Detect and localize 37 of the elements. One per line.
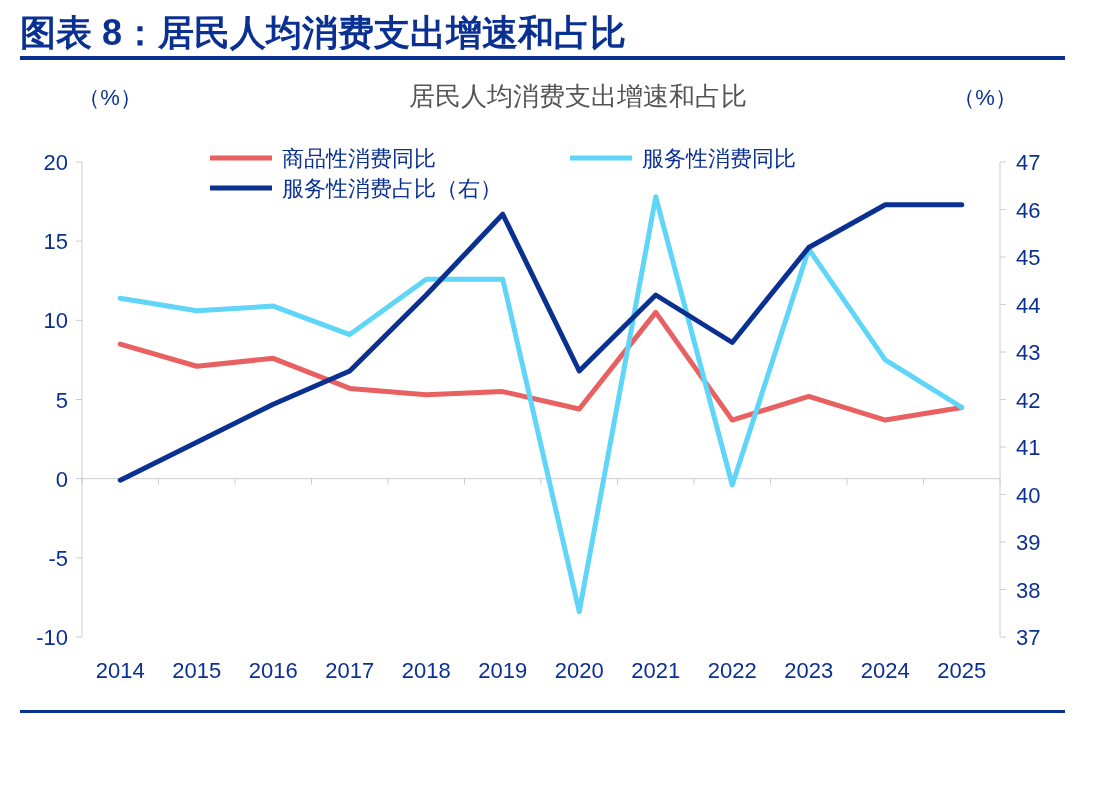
legend-label: 服务性消费同比 xyxy=(642,146,796,171)
y2-tick-label: 44 xyxy=(1016,292,1041,318)
chart-subtitle: 居民人均消费支出增速和占比 xyxy=(409,81,747,111)
x-tick-label: 2016 xyxy=(248,658,298,683)
y2-tick-label: 38 xyxy=(1016,577,1041,603)
legend-label: 商品性消费同比 xyxy=(282,146,436,171)
y-tick-label: 20 xyxy=(43,150,68,175)
x-tick-label: 2014 xyxy=(95,658,145,683)
x-tick-label: 2018 xyxy=(401,658,451,683)
x-tick-label: 2024 xyxy=(860,658,910,683)
y2-tick-label: 40 xyxy=(1016,482,1041,508)
y-tick-label: -10 xyxy=(36,625,68,650)
y-tick-label: 15 xyxy=(43,229,68,255)
y2-tick-label: 46 xyxy=(1016,197,1041,223)
x-tick-label: 2023 xyxy=(784,658,834,683)
y-tick-label: -5 xyxy=(48,545,68,571)
x-tick-label: 2025 xyxy=(937,658,987,683)
y-tick-label: 5 xyxy=(55,387,68,413)
y2-tick-label: 42 xyxy=(1016,387,1041,413)
y2-tick-label: 47 xyxy=(1016,150,1041,175)
x-tick-label: 2022 xyxy=(707,658,757,683)
chart-title: 图表 8：居民人均消费支出增速和占比 xyxy=(20,12,627,53)
x-tick-label: 2017 xyxy=(325,658,375,683)
x-tick-label: 2020 xyxy=(554,658,604,683)
y2-tick-label: 43 xyxy=(1016,340,1041,365)
y-axis-title: （%） xyxy=(78,85,142,110)
x-tick-label: 2015 xyxy=(172,658,222,683)
x-tick-label: 2021 xyxy=(631,658,681,683)
y2-tick-label: 41 xyxy=(1016,435,1041,460)
y-tick-label: 10 xyxy=(43,308,68,334)
x-tick-label: 2019 xyxy=(478,658,528,683)
y-tick-label: 0 xyxy=(55,466,68,492)
y2-axis-title: （%） xyxy=(953,85,1017,110)
y2-tick-label: 39 xyxy=(1016,530,1041,555)
legend-label: 服务性消费占比（右） xyxy=(282,176,502,201)
y2-tick-label: 37 xyxy=(1016,625,1041,650)
y2-tick-label: 45 xyxy=(1016,245,1041,270)
